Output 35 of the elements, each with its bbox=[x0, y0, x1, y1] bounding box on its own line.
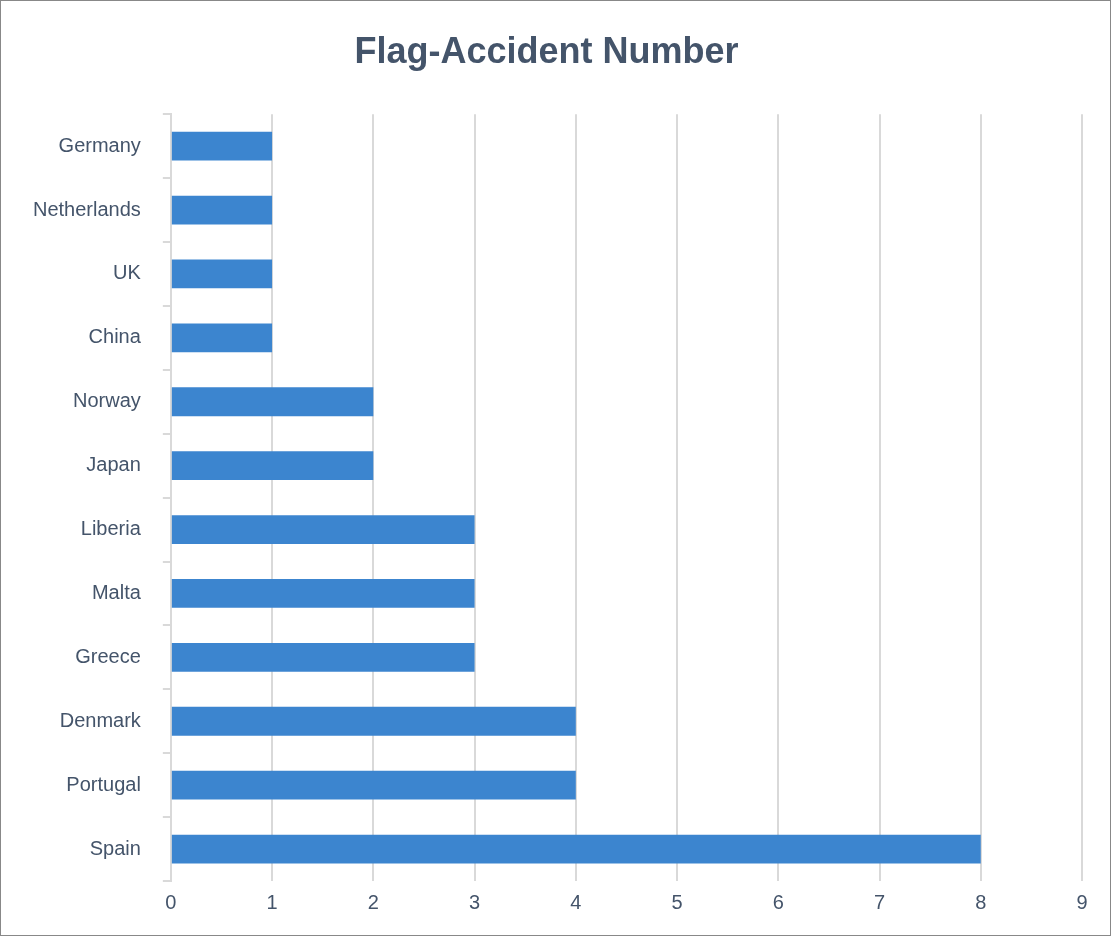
bar bbox=[171, 706, 576, 736]
bar bbox=[171, 131, 273, 161]
y-tick-label: Japan bbox=[86, 453, 141, 476]
bar bbox=[171, 515, 475, 544]
x-tick-label: 0 bbox=[165, 890, 177, 913]
y-tick-label: China bbox=[88, 325, 142, 348]
y-tick-label: Denmark bbox=[59, 708, 142, 731]
x-tick-label: 7 bbox=[873, 890, 886, 913]
x-tick-label: 4 bbox=[570, 890, 582, 913]
x-tick-label: 3 bbox=[469, 890, 481, 913]
bar bbox=[171, 387, 374, 417]
y-tick-label: UK bbox=[113, 261, 142, 284]
y-tick-label: Malta bbox=[91, 580, 142, 603]
chart-title: Flag-Accident Number bbox=[354, 29, 739, 71]
bar bbox=[171, 323, 273, 353]
bar bbox=[171, 579, 475, 608]
bar bbox=[171, 451, 374, 481]
y-tick-label: Portugal bbox=[66, 772, 141, 795]
y-tick-label: Norway bbox=[73, 389, 141, 412]
y-tick-label: Liberia bbox=[80, 517, 142, 540]
x-tick-label: 6 bbox=[772, 890, 784, 913]
bar bbox=[171, 195, 273, 225]
bar bbox=[171, 770, 576, 800]
bar bbox=[171, 259, 273, 289]
y-tick-label: Spain bbox=[89, 836, 141, 859]
bar bbox=[171, 834, 981, 864]
y-tick-label: Germany bbox=[58, 133, 141, 156]
x-tick-label: 5 bbox=[671, 890, 683, 913]
x-tick-label: 8 bbox=[975, 890, 987, 913]
y-tick-label: Greece bbox=[75, 644, 141, 667]
x-tick-label: 1 bbox=[266, 890, 278, 913]
bar bbox=[171, 642, 475, 672]
x-tick-label: 9 bbox=[1076, 890, 1088, 913]
x-tick-label: 2 bbox=[367, 890, 379, 913]
y-tick-label: Netherlands bbox=[33, 197, 141, 220]
